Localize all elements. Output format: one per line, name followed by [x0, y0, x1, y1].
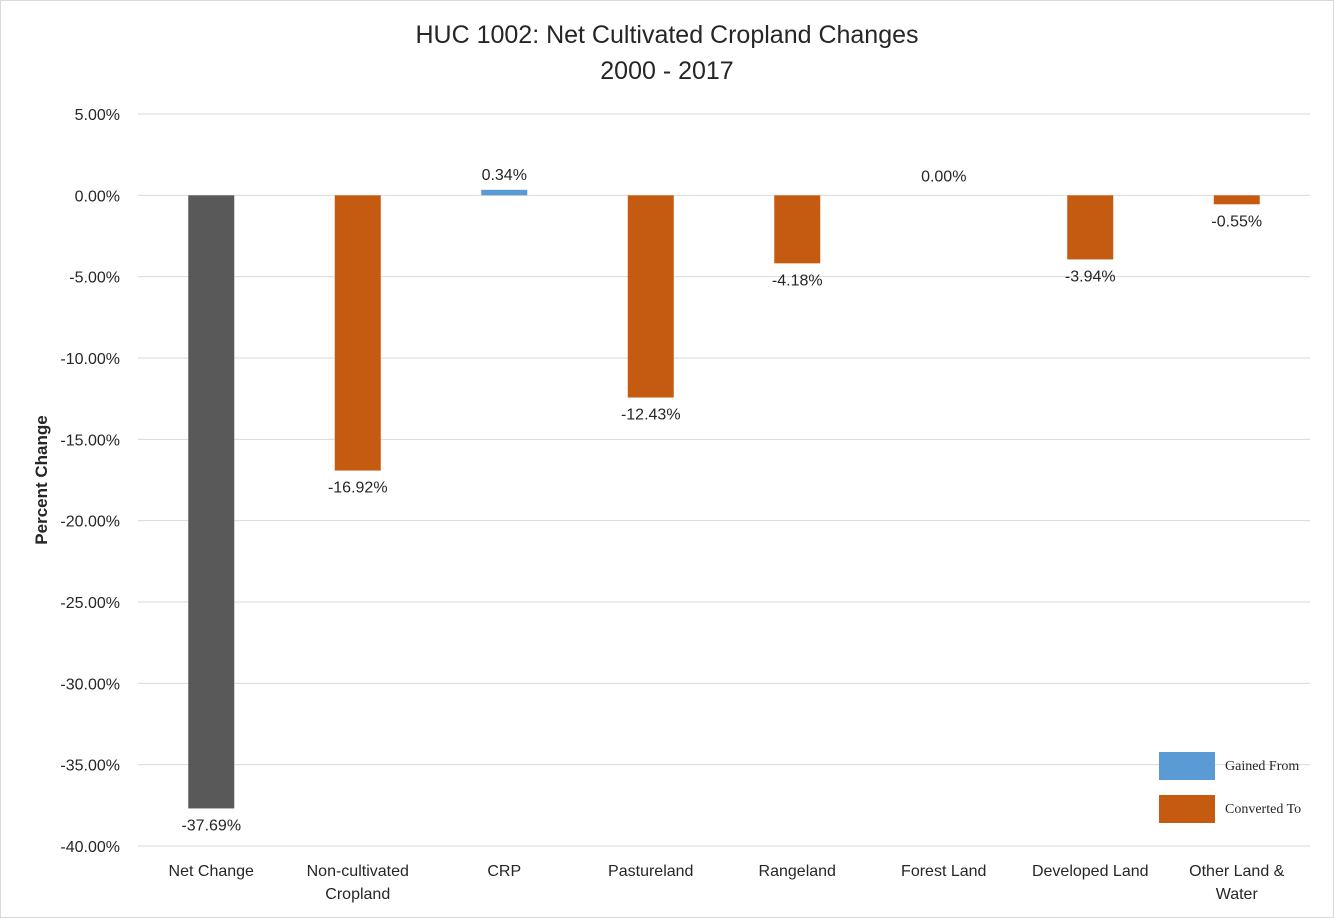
- data-label: -16.92%: [328, 480, 388, 497]
- y-tick-label: -20.00%: [60, 514, 120, 531]
- data-label: -0.55%: [1211, 213, 1262, 230]
- data-label: 0.00%: [921, 168, 966, 185]
- x-category-label: Developed Land: [1032, 863, 1149, 880]
- y-tick-label: -40.00%: [60, 839, 120, 856]
- chart-title: HUC 1002: Net Cultivated Cropland Change…: [415, 21, 919, 49]
- x-category-label: CRP: [487, 863, 521, 880]
- legend-swatch: [1159, 795, 1215, 823]
- bar: [627, 195, 674, 398]
- x-category-label: Other Land & Water: [1189, 863, 1285, 903]
- y-tick-label: 0.00%: [75, 188, 120, 205]
- gridlines: [138, 113, 1310, 847]
- bars: [188, 189, 1260, 809]
- x-category-label: Non-cultivated Cropland: [307, 863, 409, 903]
- y-tick-label: 5.00%: [75, 107, 120, 124]
- y-tick-label: -35.00%: [60, 758, 120, 775]
- data-label: 0.34%: [482, 167, 527, 184]
- legend-label: Gained From: [1225, 759, 1299, 774]
- bar: [1067, 195, 1114, 260]
- x-axis-category-labels: Net Change Non-cultivated Cropland CRP Pastu…: [169, 863, 1285, 903]
- legend-swatch: [1159, 752, 1215, 780]
- data-label: -3.94%: [1065, 268, 1116, 285]
- y-axis-tick-labels: 5.00% 0.00% -5.00% -10.00% -15.00% -20.00% -25…: [60, 107, 120, 856]
- legend-label: Converted To: [1225, 802, 1301, 817]
- x-category-label: Pastureland: [608, 863, 693, 880]
- data-labels: -37.69% -16.92% 0.34% -12.43% -4.18% 0.00% -3.…: [181, 167, 1262, 835]
- y-axis-label: Percent Change: [32, 415, 51, 544]
- bar: [1213, 195, 1260, 205]
- y-tick-label: -25.00%: [60, 595, 120, 612]
- x-category-label: Forest Land: [901, 863, 986, 880]
- legend: Gained From Converted To: [1159, 752, 1301, 823]
- y-tick-label: -30.00%: [60, 676, 120, 693]
- bar: [774, 195, 821, 264]
- x-category-label: Rangeland: [759, 863, 836, 880]
- data-label: -4.18%: [772, 272, 823, 289]
- y-tick-label: -10.00%: [60, 351, 120, 368]
- data-label: -37.69%: [181, 817, 241, 834]
- chart-subtitle: 2000 - 2017: [600, 57, 734, 85]
- y-tick-label: -15.00%: [60, 432, 120, 449]
- bar: [188, 195, 235, 809]
- x-category-label: Net Change: [169, 863, 254, 880]
- bar: [334, 195, 381, 471]
- y-tick-label: -5.00%: [69, 270, 120, 287]
- bar: [481, 189, 528, 196]
- data-label: -12.43%: [621, 407, 681, 424]
